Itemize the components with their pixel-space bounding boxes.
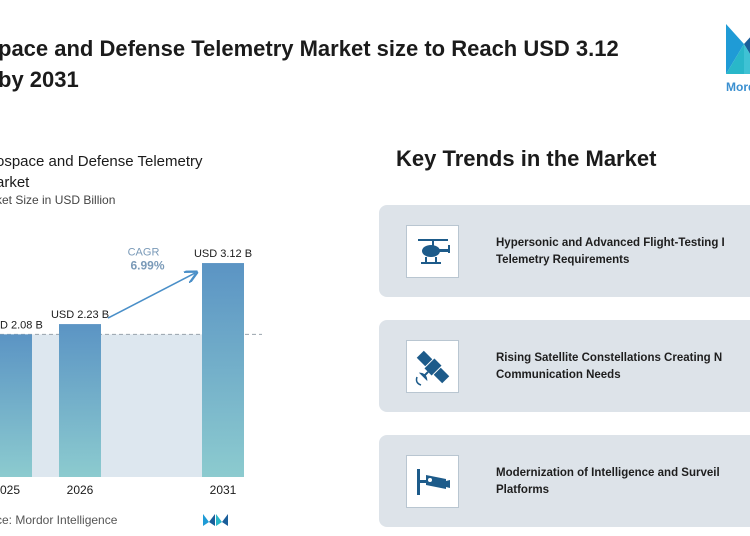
bar-2026	[59, 324, 101, 477]
cagr-label: CAGR	[128, 247, 160, 259]
chart-subtitle: ket Size in USD Billion	[0, 193, 116, 207]
trend-text-1: Hypersonic and Advanced Flight-Testing I…	[496, 235, 750, 269]
data-label-2031: USD 3.12 B	[194, 248, 252, 260]
trend-icon-box	[406, 455, 459, 508]
cagr-value: 6.99%	[130, 259, 164, 273]
satellite-icon	[415, 350, 449, 386]
category-label-2026: 2026	[67, 483, 94, 497]
trend-icon-box	[406, 225, 459, 278]
category-label-2025: 025	[0, 483, 20, 497]
bar-2031	[202, 263, 244, 477]
trend-text-line: Communication Needs	[496, 369, 621, 381]
trend-card-3: Modernization of Intelligence and Survei…	[379, 435, 750, 527]
trend-text-line: Platforms	[496, 484, 550, 496]
chart-title-line-2: arket	[0, 174, 30, 191]
surveillance-camera-icon	[416, 468, 450, 495]
category-label-2031: 2031	[210, 483, 237, 497]
trend-icon-box	[406, 340, 459, 393]
trend-text-2: Rising Satellite Constellations Creating…	[496, 350, 750, 384]
mordor-logo-icon	[726, 24, 750, 76]
mordor-mini-logo-icon	[203, 514, 228, 526]
trend-card-2: Rising Satellite Constellations Creating…	[379, 320, 750, 412]
headline: pace and Defense Telemetry Market size t…	[0, 33, 698, 95]
helicopter-icon	[417, 238, 450, 264]
source-note: ce: Mordor Intelligence	[0, 513, 118, 527]
chart-title-line-1: ospace and Defense Telemetry	[0, 153, 203, 170]
data-label-2026: USD 2.23 B	[51, 309, 109, 321]
trends-title: Key Trends in the Market	[396, 146, 657, 171]
cagr-arrow	[107, 273, 195, 319]
trend-text-line: Hypersonic and Advanced Flight-Testing I	[496, 237, 725, 249]
trend-text-line: Modernization of Intelligence and Survei…	[496, 467, 720, 479]
headline-line-1: pace and Defense Telemetry Market size t…	[0, 36, 619, 61]
trend-text-3: Modernization of Intelligence and Survei…	[496, 465, 750, 499]
bar-2025	[0, 334, 32, 477]
chart-title: ospace and Defense Telemetry arket	[0, 151, 203, 193]
trend-card-1: Hypersonic and Advanced Flight-Testing I…	[379, 205, 750, 297]
logo-name: Mord	[726, 80, 750, 94]
headline-line-2: by 2031	[0, 67, 79, 92]
trend-text-line: Telemetry Requirements	[496, 254, 630, 266]
data-label-2025: D 2.08 B	[0, 319, 43, 331]
trend-text-line: Rising Satellite Constellations Creating…	[496, 352, 723, 364]
